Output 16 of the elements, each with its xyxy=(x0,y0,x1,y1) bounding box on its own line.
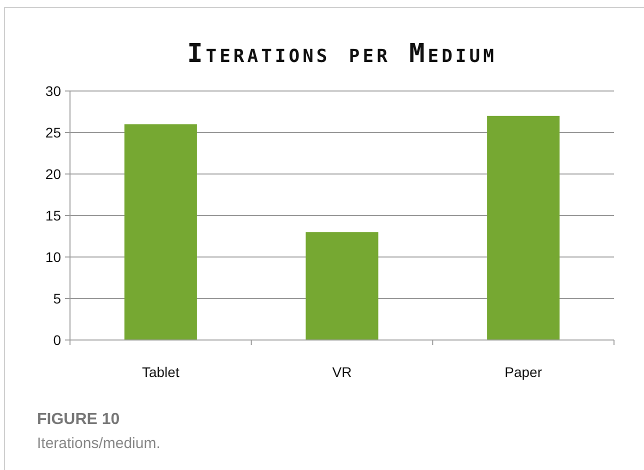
y-tick-label: 25 xyxy=(45,124,62,140)
y-tick-label: 0 xyxy=(53,332,62,348)
bar xyxy=(306,232,378,340)
y-tick-label: 10 xyxy=(45,248,62,265)
x-tick-label: Tablet xyxy=(142,364,180,380)
y-tick-label: 15 xyxy=(45,207,62,224)
y-tick-label: 30 xyxy=(45,82,62,99)
bar xyxy=(124,124,197,340)
chart-title: Iterations per Medium xyxy=(187,39,497,69)
x-tick-label: VR xyxy=(332,364,352,380)
y-tick-label: 5 xyxy=(53,290,62,306)
bar xyxy=(487,116,560,340)
y-tick-label: 20 xyxy=(45,166,62,182)
caption: FIGURE 10 xyxy=(37,411,120,428)
x-tick-label: Paper xyxy=(504,364,542,380)
text: Iterations/medium. xyxy=(37,435,160,452)
